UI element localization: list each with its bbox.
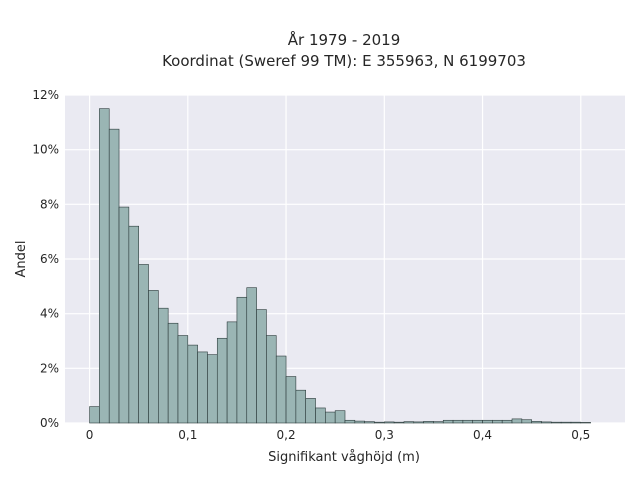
histogram-bar bbox=[285, 376, 297, 424]
histogram-bar bbox=[315, 407, 326, 424]
x-tick-label: 0,2 bbox=[277, 428, 296, 442]
histogram-bar bbox=[374, 421, 385, 424]
x-axis-label: Signifikant våghöjd (m) bbox=[268, 450, 420, 465]
histogram-bars bbox=[89, 108, 591, 424]
histogram-bar bbox=[89, 406, 100, 424]
x-tick-label: 0,5 bbox=[571, 428, 590, 442]
histogram-bar bbox=[560, 421, 572, 424]
histogram-bar bbox=[492, 419, 503, 424]
x-tick-label: 0,4 bbox=[473, 428, 492, 442]
histogram-bar bbox=[364, 421, 375, 424]
histogram-bar bbox=[452, 419, 464, 424]
histogram-bar bbox=[295, 389, 307, 424]
histogram-bar bbox=[197, 351, 208, 424]
histogram-bar bbox=[177, 335, 189, 424]
histogram-bar bbox=[256, 309, 267, 424]
histogram-bar bbox=[511, 418, 523, 424]
histogram-bar bbox=[442, 419, 454, 424]
histogram-bar bbox=[118, 206, 130, 424]
histogram-bar bbox=[158, 307, 169, 424]
x-axis-ticks: 0 0,1 0,2 0,3 0,4 0,5 bbox=[86, 428, 591, 442]
histogram-bar bbox=[423, 421, 434, 424]
y-axis-label: Andel bbox=[14, 241, 29, 278]
histogram-bar bbox=[354, 420, 365, 424]
histogram-bar bbox=[275, 355, 287, 424]
histogram-bar bbox=[138, 264, 149, 424]
histogram-bar bbox=[580, 422, 591, 424]
histogram-bar bbox=[541, 421, 552, 424]
histogram-bar bbox=[403, 421, 415, 424]
histogram-bar bbox=[108, 128, 120, 424]
histogram-bar bbox=[551, 421, 562, 424]
y-tick-label: 0% bbox=[40, 416, 59, 430]
x-tick-label: 0 bbox=[86, 428, 94, 442]
histogram-bar bbox=[570, 421, 582, 424]
histogram-bar bbox=[99, 108, 110, 424]
y-tick-label: 12% bbox=[32, 88, 59, 102]
histogram-bar bbox=[393, 421, 405, 424]
histogram-bar bbox=[334, 410, 346, 424]
histogram-bar bbox=[216, 337, 228, 424]
histogram-bar bbox=[344, 419, 356, 424]
histogram-bar bbox=[462, 419, 474, 424]
histogram-bar bbox=[433, 421, 444, 424]
histogram-bar bbox=[148, 290, 159, 424]
chart-title: År 1979 - 2019 bbox=[288, 30, 401, 49]
histogram-bar bbox=[531, 421, 542, 424]
histogram-bar bbox=[325, 411, 336, 424]
histogram-bar bbox=[207, 354, 218, 424]
histogram-bar bbox=[305, 398, 316, 424]
histogram-bar bbox=[413, 421, 424, 424]
histogram-bar bbox=[266, 335, 277, 424]
chart-subtitle: Koordinat (Sweref 99 TM): E 355963, N 61… bbox=[162, 52, 526, 70]
histogram-bar bbox=[226, 321, 238, 424]
y-tick-label: 2% bbox=[40, 361, 59, 375]
histogram-bar bbox=[383, 421, 395, 424]
histogram-bar bbox=[187, 344, 198, 424]
y-tick-label: 6% bbox=[40, 252, 59, 266]
y-axis-ticks: 0% 2% 4% 6% 8% 10% 12% bbox=[32, 88, 59, 430]
histogram-bar bbox=[501, 419, 513, 424]
histogram-bar bbox=[246, 287, 257, 424]
y-tick-label: 4% bbox=[40, 307, 59, 321]
histogram-bar bbox=[167, 322, 179, 424]
x-tick-label: 0,3 bbox=[375, 428, 394, 442]
histogram-bar bbox=[482, 419, 493, 424]
y-tick-label: 10% bbox=[32, 143, 59, 157]
histogram-bar bbox=[236, 296, 248, 424]
x-tick-label: 0,1 bbox=[178, 428, 197, 442]
y-tick-label: 8% bbox=[40, 197, 59, 211]
histogram-bar bbox=[521, 419, 532, 424]
histogram-bar bbox=[128, 225, 139, 424]
histogram-bar bbox=[472, 419, 483, 424]
